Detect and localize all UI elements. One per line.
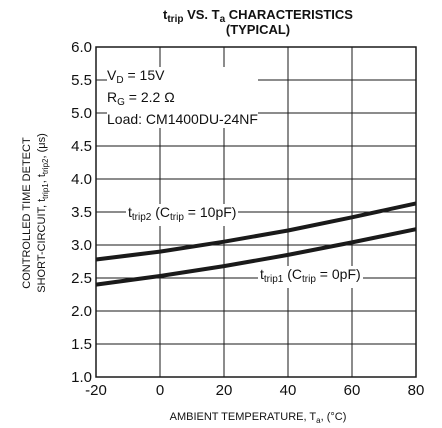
x-tick-label: 0 bbox=[156, 382, 164, 399]
chart-subtitle: (TYPICAL) bbox=[225, 22, 291, 37]
series-line-trip1 bbox=[95, 227, 417, 287]
tick-labels: -20 0 20 40 60 80 1.0 1.5 2.0 2.5 3.0 3.5 4.0 4.5 5.0 5… bbox=[71, 39, 424, 399]
x-axis-label: AMBIENT TEMPERATURE, Ta, (°C) bbox=[170, 411, 347, 425]
series-line-trip2 bbox=[95, 201, 417, 262]
conditions-box: VD = 15V RG = 2.2 Ω Load: CM1400DU-24NF bbox=[107, 67, 258, 128]
y-tick-label: 1.5 bbox=[71, 336, 92, 353]
load-condition: Load: CM1400DU-24NF bbox=[107, 111, 258, 127]
y-tick-label: 2.0 bbox=[71, 303, 92, 320]
y-tick-label: 6.0 bbox=[71, 39, 92, 56]
y-tick-label: 3.5 bbox=[71, 204, 92, 221]
plot-frame bbox=[95, 46, 417, 378]
y-tick-label: 4.5 bbox=[71, 138, 92, 155]
vd-condition: VD = 15V bbox=[107, 67, 165, 86]
x-tick-label: 40 bbox=[280, 382, 297, 399]
y-axis-label-line1: CONTROLLED TIME DETECT bbox=[21, 137, 33, 289]
y-tick-label: 5.5 bbox=[71, 72, 92, 89]
x-tick-label: -20 bbox=[85, 382, 107, 399]
chart-title: ttrip VS. Ta CHARACTERISTICS bbox=[163, 7, 353, 25]
y-tick-label: 4.0 bbox=[71, 171, 92, 188]
rg-condition: RG = 2.2 Ω bbox=[107, 89, 175, 108]
x-tick-label: 80 bbox=[408, 382, 425, 399]
x-tick-label: 20 bbox=[216, 382, 233, 399]
x-tick-label: 60 bbox=[344, 382, 361, 399]
y-axis-label-line2: SHORT-CIRCUIT, ttrip1, ttrip2, (μs) bbox=[36, 133, 50, 293]
y-tick-label: 3.0 bbox=[71, 237, 92, 254]
trip2-label: ttrip2 (Ctrip = 10pF) bbox=[126, 204, 239, 226]
series-group bbox=[95, 201, 417, 287]
y-tick-label: 1.0 bbox=[71, 369, 92, 386]
trip1-label: ttrip1 (Ctrip = 0pF) bbox=[258, 266, 363, 288]
y-tick-label: 2.5 bbox=[71, 270, 92, 287]
y-tick-label: 5.0 bbox=[71, 105, 92, 122]
